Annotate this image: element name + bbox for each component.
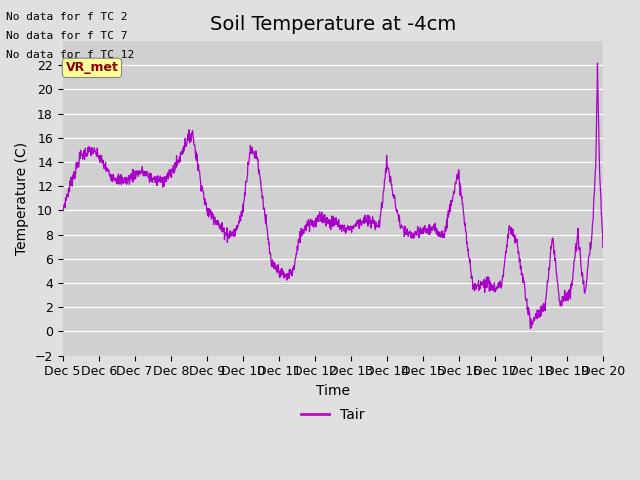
Text: No data for f TC 12: No data for f TC 12 <box>6 50 134 60</box>
Text: No data for f TC 2: No data for f TC 2 <box>6 12 128 22</box>
Y-axis label: Temperature (C): Temperature (C) <box>15 142 29 255</box>
Legend: Tair: Tair <box>296 402 370 427</box>
X-axis label: Time: Time <box>316 384 350 398</box>
Title: Soil Temperature at -4cm: Soil Temperature at -4cm <box>210 15 456 34</box>
Text: No data for f TC 7: No data for f TC 7 <box>6 31 128 41</box>
Text: VR_met: VR_met <box>65 61 118 74</box>
